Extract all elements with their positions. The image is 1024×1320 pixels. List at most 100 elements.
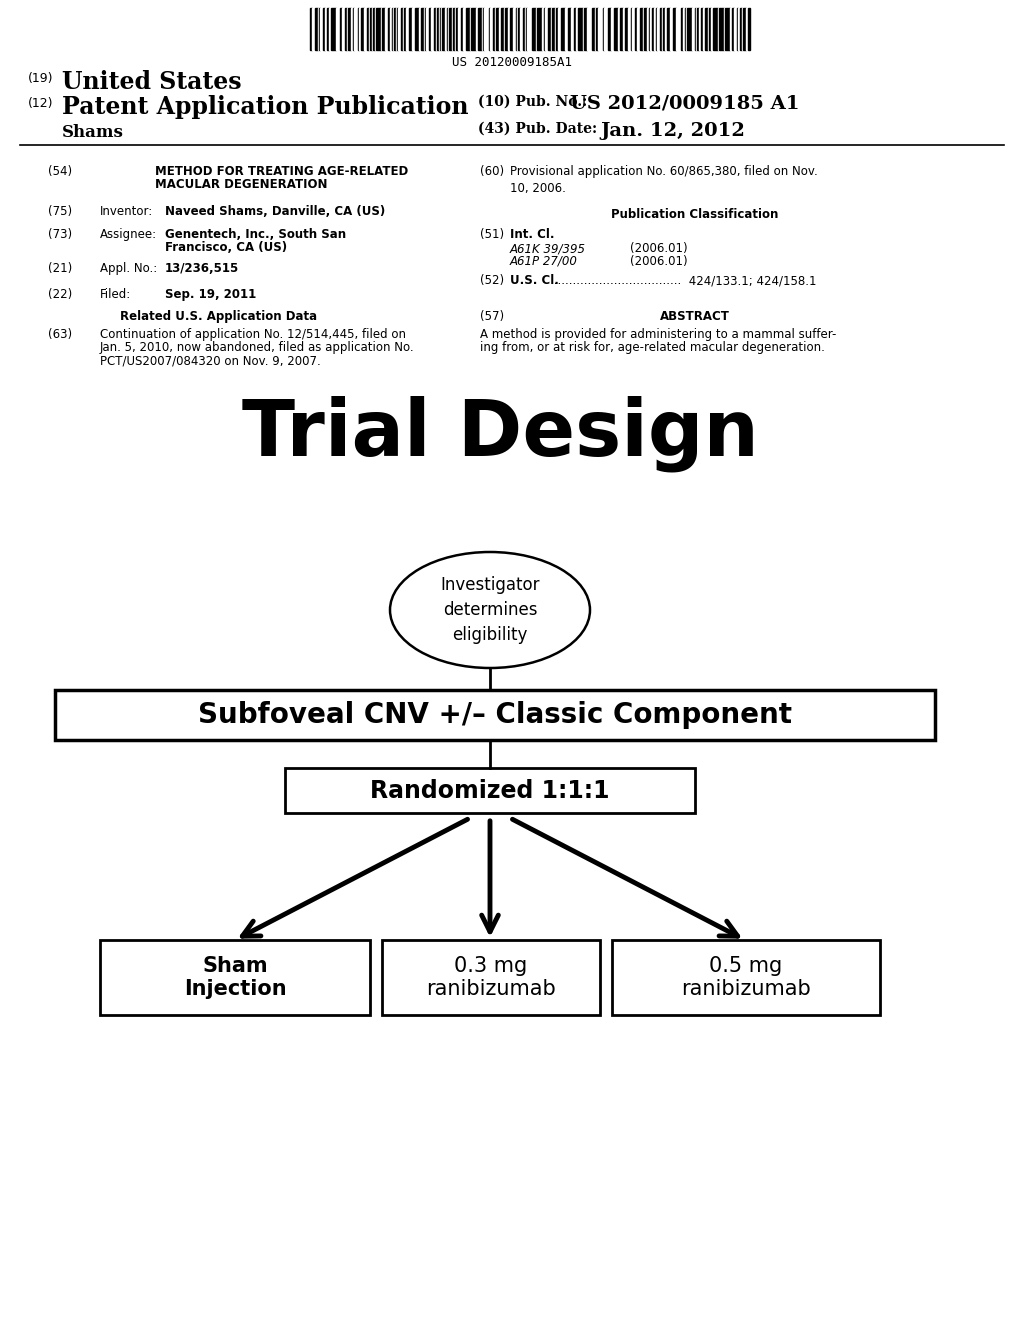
Text: (57): (57) [480, 310, 504, 323]
Bar [732, 8, 734, 50]
Text: (73): (73) [48, 228, 72, 242]
Bar [499, 8, 501, 50]
Bar [650, 8, 652, 50]
Bar [573, 8, 575, 50]
Text: ABSTRACT: ABSTRACT [660, 310, 730, 323]
Bar [611, 8, 613, 50]
Bar [425, 8, 426, 50]
Bar [433, 8, 435, 50]
Text: U.S. Cl.: U.S. Cl. [510, 275, 559, 286]
Bar [55, 690, 935, 741]
Text: 424/133.1; 424/158.1: 424/133.1; 424/158.1 [685, 275, 816, 286]
Bar [700, 8, 703, 50]
Bar [490, 8, 493, 50]
Bar [598, 8, 602, 50]
Bar [325, 8, 327, 50]
Text: Inventor:: Inventor: [100, 205, 154, 218]
Bar [637, 8, 640, 50]
Bar [505, 8, 508, 50]
Bar [640, 8, 642, 50]
Bar [458, 8, 461, 50]
Bar [681, 8, 683, 50]
Bar [310, 8, 312, 50]
Bar [461, 8, 463, 50]
Bar [367, 8, 369, 50]
Text: Shams: Shams [62, 124, 124, 141]
Bar [711, 8, 713, 50]
Bar [412, 8, 415, 50]
Bar [415, 8, 419, 50]
Text: A61P 27/00: A61P 27/00 [510, 255, 578, 268]
Bar [398, 8, 400, 50]
Text: Subfoveal CNV +/– Classic Component: Subfoveal CNV +/– Classic Component [198, 701, 792, 729]
Bar [709, 8, 711, 50]
Bar [510, 8, 513, 50]
Bar [663, 8, 665, 50]
Bar [331, 8, 336, 50]
Bar [382, 8, 384, 50]
Text: ing from, or at risk for, age-related macular degeneration.: ing from, or at risk for, age-related ma… [480, 341, 825, 354]
Text: Publication Classification: Publication Classification [611, 209, 778, 220]
Bar [522, 8, 524, 50]
Bar [740, 8, 741, 50]
Bar [364, 8, 367, 50]
Bar [456, 8, 458, 50]
Bar [376, 8, 381, 50]
Bar [406, 8, 409, 50]
Bar [741, 8, 743, 50]
Bar [652, 8, 653, 50]
Text: (2006.01): (2006.01) [630, 242, 688, 255]
Text: Patent Application Publication: Patent Application Publication [62, 95, 469, 119]
Bar [312, 8, 315, 50]
Bar [705, 8, 708, 50]
Bar [373, 8, 375, 50]
Bar [612, 940, 880, 1015]
Bar [449, 8, 452, 50]
Bar [608, 8, 611, 50]
Bar [329, 8, 331, 50]
Bar [421, 8, 424, 50]
Bar [578, 8, 583, 50]
Bar [285, 768, 695, 813]
Bar [694, 8, 696, 50]
Bar [737, 8, 740, 50]
Text: (54): (54) [48, 165, 72, 178]
Bar [402, 8, 404, 50]
Bar [673, 8, 676, 50]
Bar [551, 8, 552, 50]
Bar [558, 8, 560, 50]
Bar [584, 8, 587, 50]
Text: Trial Design: Trial Design [242, 395, 759, 471]
Bar [319, 8, 323, 50]
Bar [575, 8, 578, 50]
Bar [745, 8, 748, 50]
Bar [442, 8, 444, 50]
Text: (63): (63) [48, 327, 72, 341]
Text: Francisco, CA (US): Francisco, CA (US) [165, 242, 287, 253]
Bar [382, 940, 600, 1015]
Bar [100, 940, 370, 1015]
Bar [426, 8, 429, 50]
Bar [697, 8, 699, 50]
Text: (12): (12) [28, 96, 53, 110]
Bar [453, 8, 455, 50]
Text: Randomized 1:1:1: Randomized 1:1:1 [371, 779, 609, 803]
Text: Jan. 12, 2012: Jan. 12, 2012 [600, 121, 744, 140]
Bar [625, 8, 628, 50]
Bar [713, 8, 718, 50]
Bar [436, 8, 439, 50]
Bar [370, 8, 372, 50]
Bar [429, 8, 430, 50]
Text: (22): (22) [48, 288, 73, 301]
Bar [556, 8, 558, 50]
Text: United States: United States [62, 70, 242, 94]
Bar [734, 8, 736, 50]
Text: A method is provided for administering to a mammal suffer-: A method is provided for administering t… [480, 327, 837, 341]
Bar [341, 8, 344, 50]
Text: (52): (52) [480, 275, 504, 286]
Bar [488, 8, 490, 50]
Bar [353, 8, 358, 50]
Text: (60): (60) [480, 165, 504, 178]
Text: (19): (19) [28, 73, 53, 84]
Bar [687, 8, 691, 50]
